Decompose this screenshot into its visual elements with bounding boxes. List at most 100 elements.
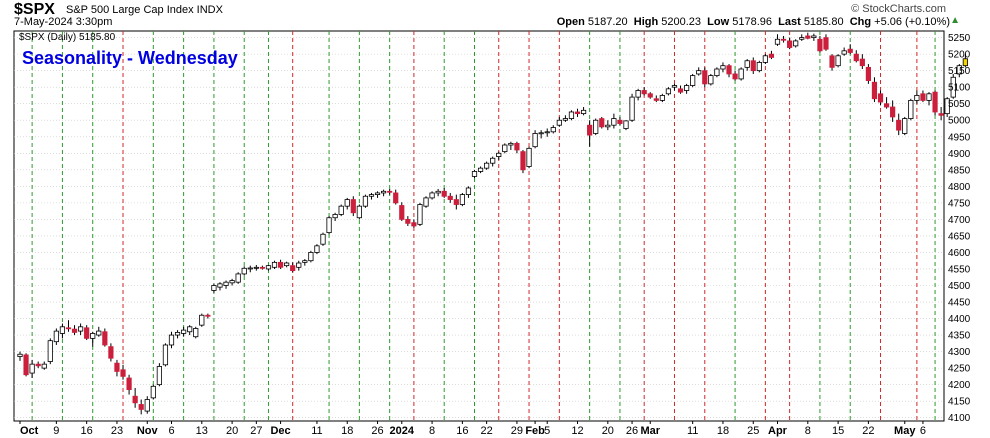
chart-header: $SPX S&P 500 Large Cap Index INDX 7-May-… bbox=[0, 0, 990, 30]
candle-body bbox=[271, 261, 278, 268]
candle-body bbox=[162, 344, 169, 366]
candle-body bbox=[265, 265, 272, 270]
candle bbox=[126, 374, 132, 395]
candle-body bbox=[787, 40, 793, 48]
candle bbox=[423, 196, 429, 208]
candle bbox=[720, 62, 726, 73]
candle-body bbox=[290, 265, 296, 272]
candle-body bbox=[150, 385, 156, 399]
candle bbox=[774, 34, 781, 46]
candle-body bbox=[629, 96, 635, 121]
candle bbox=[29, 359, 35, 379]
candle bbox=[47, 338, 53, 365]
candle bbox=[65, 320, 72, 332]
candle-body bbox=[653, 98, 659, 101]
candle bbox=[829, 54, 835, 71]
candle-body bbox=[477, 167, 484, 172]
candle-body bbox=[441, 190, 447, 197]
candle bbox=[417, 202, 423, 226]
quote-date: 7-May-2024 3:30pm bbox=[14, 16, 113, 28]
candle bbox=[102, 328, 108, 347]
candle bbox=[920, 90, 926, 103]
symbol-label: $SPX bbox=[14, 1, 55, 18]
candle-body bbox=[750, 60, 756, 72]
candle bbox=[726, 64, 732, 78]
candle-body bbox=[611, 118, 617, 126]
candle bbox=[611, 113, 617, 129]
x-axis: Oct 9 16 23 Nov 6 13 20 27 Dec 11 18 26 2024 8 16 22 29 Fe… bbox=[19, 421, 926, 437]
candle bbox=[811, 33, 817, 41]
candle bbox=[314, 244, 320, 255]
legend-label: $SPX (Daily) 5185.80 bbox=[19, 32, 116, 43]
candle-body bbox=[168, 334, 175, 346]
open-value: 5187.20 bbox=[587, 16, 628, 28]
y-tick-label: 4150 bbox=[948, 397, 971, 408]
candle bbox=[538, 130, 544, 139]
x-tick-label: 11 bbox=[311, 425, 322, 437]
candle-body bbox=[944, 98, 950, 115]
candle-body bbox=[277, 261, 284, 268]
candle bbox=[132, 387, 138, 408]
candle bbox=[96, 326, 102, 337]
candle-body bbox=[623, 120, 629, 129]
candle-body bbox=[17, 353, 23, 357]
candle-body bbox=[514, 142, 520, 151]
candle-body bbox=[126, 377, 132, 391]
y-tick-label: 4950 bbox=[948, 132, 971, 143]
candle-body bbox=[793, 40, 799, 47]
candle bbox=[338, 204, 344, 217]
candle bbox=[241, 266, 247, 276]
candle bbox=[617, 116, 623, 126]
candle-body bbox=[447, 195, 453, 200]
candle bbox=[174, 330, 181, 339]
candle-body bbox=[605, 124, 611, 128]
candle bbox=[890, 100, 896, 122]
candle bbox=[253, 265, 259, 271]
candle bbox=[247, 265, 253, 273]
candle bbox=[841, 47, 847, 56]
candle-body bbox=[690, 75, 696, 86]
candle bbox=[532, 130, 538, 149]
candle-body bbox=[908, 100, 914, 119]
candle-body bbox=[320, 233, 326, 245]
candle-body bbox=[932, 91, 938, 113]
candle bbox=[459, 192, 465, 207]
candle bbox=[805, 32, 811, 40]
candle-body bbox=[332, 214, 338, 219]
candle bbox=[90, 331, 96, 347]
y-tick-label: 4600 bbox=[948, 248, 971, 259]
candle bbox=[320, 232, 326, 246]
candle bbox=[732, 70, 738, 81]
x-tick-label: 2024 bbox=[390, 425, 415, 437]
candle-body bbox=[580, 109, 587, 115]
candle bbox=[544, 128, 550, 137]
candle-body bbox=[508, 142, 514, 146]
candle bbox=[684, 83, 690, 94]
candle bbox=[193, 326, 199, 339]
low-value: 5178.96 bbox=[732, 16, 772, 28]
candle-body bbox=[502, 144, 508, 153]
x-tick-label: 11 bbox=[687, 425, 698, 437]
candle bbox=[556, 116, 562, 127]
candle-body bbox=[102, 331, 108, 346]
candle bbox=[780, 35, 787, 43]
y-tick-label: 5250 bbox=[948, 33, 971, 44]
candle bbox=[259, 265, 266, 270]
candle-body bbox=[253, 266, 259, 269]
candle-body bbox=[459, 194, 465, 205]
candle bbox=[199, 313, 205, 327]
candle bbox=[599, 116, 605, 129]
candle bbox=[374, 191, 381, 198]
x-tick-label: 25 bbox=[747, 425, 759, 437]
candle-body bbox=[671, 85, 678, 88]
candle-body bbox=[356, 205, 362, 219]
candle-body bbox=[326, 217, 332, 234]
candle bbox=[496, 151, 502, 160]
y-tick-label: 4700 bbox=[948, 215, 971, 226]
candle bbox=[71, 325, 78, 336]
last-label: Last bbox=[778, 16, 801, 28]
x-tick-label: May bbox=[894, 425, 916, 437]
candle bbox=[799, 34, 805, 41]
candle bbox=[859, 54, 865, 70]
candle bbox=[302, 259, 308, 266]
